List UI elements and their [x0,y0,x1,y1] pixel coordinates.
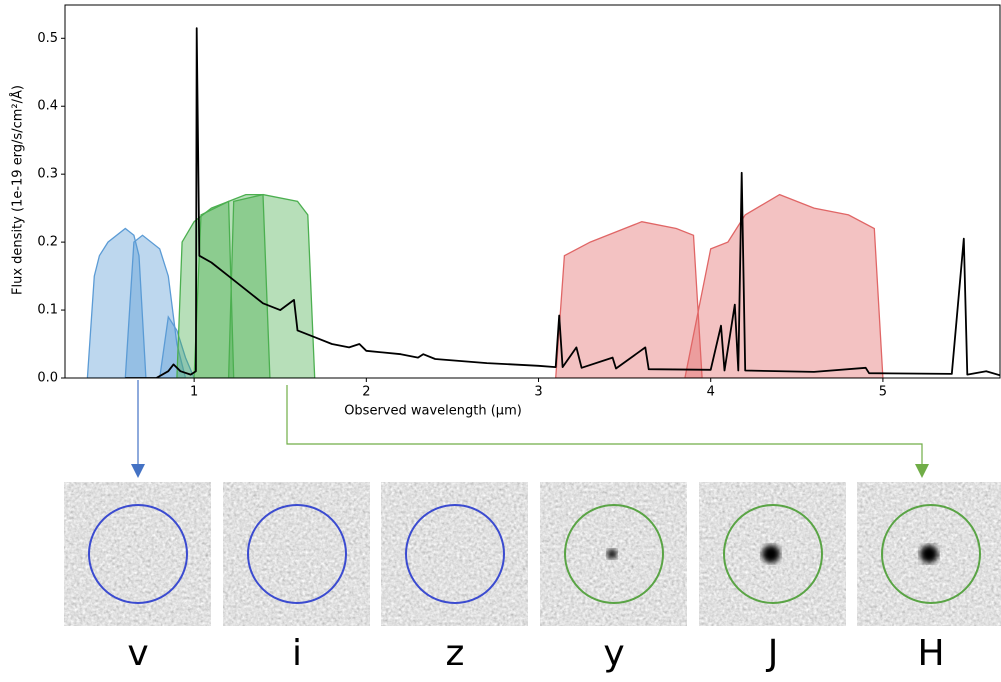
band-label: v [127,633,148,674]
y-tick-label: 0.4 [37,99,58,114]
filter-curve [86,227,147,378]
y-tick-label: 0.3 [37,167,58,182]
filter-curve [176,200,235,378]
y-tick-label: 0.2 [37,235,58,250]
aperture [247,504,347,604]
x-tick-label: 3 [534,385,542,400]
filter-curve [193,193,271,378]
spectrum-line [125,27,1000,378]
band-label: i [292,633,302,674]
filter-curve [684,193,884,378]
x-tick-label: 5 [879,385,887,400]
aperture [564,504,664,604]
band-label: y [603,633,624,674]
aperture [881,504,981,604]
band-label: z [446,633,465,674]
x-tick-label: 1 [190,385,198,400]
filter-curve [159,315,195,378]
y-tick-label: 0.1 [37,303,58,318]
cutout-image [381,482,528,626]
y-tick-label: 0.0 [37,371,58,386]
source-blob [607,549,617,559]
arrow-head [131,464,145,478]
plot-frame [64,4,1001,379]
cutout-image [223,482,370,626]
filter-curve [555,221,703,378]
cutout-image [64,482,211,626]
x-tick-label: 2 [362,385,370,400]
y-tick-label: 0.5 [37,31,58,46]
filter-curve [227,193,316,378]
y-axis-label: Flux density (1e-19 erg/s/cm²/Å) [10,85,26,295]
arrow-head [915,464,929,478]
band-label: H [917,633,944,674]
band-label: J [766,633,779,674]
plot-area [86,27,1000,378]
x-axis-label: Observed wavelength (μm) [344,404,522,419]
source-blob [762,545,780,563]
x-tick-label: 4 [707,385,715,400]
aperture [88,504,188,604]
arrow-line [286,385,923,466]
aperture [723,504,823,604]
aperture [405,504,505,604]
source-blob [920,545,938,563]
